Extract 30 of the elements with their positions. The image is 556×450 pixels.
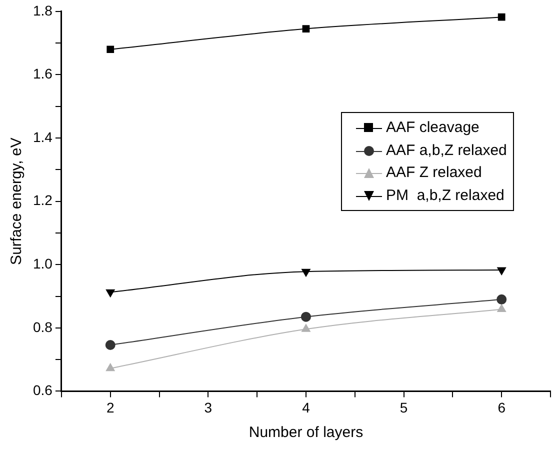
y-tick-label: 1.0 — [32, 255, 53, 272]
point — [302, 324, 310, 332]
legend-label: PM a,b,Z relaxed — [386, 186, 504, 206]
y-tick-label: 1.6 — [32, 66, 53, 82]
x-tick-label: 2 — [106, 399, 114, 416]
x-axis-title: Number of layers — [248, 424, 364, 442]
point — [105, 340, 116, 350]
y-tick-label: 0.6 — [32, 382, 53, 398]
y-tick-label: 1.2 — [32, 192, 53, 208]
point — [498, 13, 506, 21]
point — [497, 304, 506, 312]
point — [106, 289, 115, 298]
y-tick-label: 0.8 — [32, 318, 53, 335]
legend-label: AAF cleavage — [386, 118, 480, 138]
point — [300, 312, 311, 322]
x-tick-label: 5 — [400, 399, 408, 416]
point — [497, 267, 506, 275]
y-axis-title: Surface energy, eV — [8, 138, 26, 265]
x-tick-label: 3 — [204, 399, 212, 416]
point — [496, 294, 507, 304]
y-tick-label: 1.8 — [32, 2, 53, 18]
legend-label: AAF Z relaxed — [386, 163, 482, 183]
point — [302, 268, 310, 277]
point — [106, 363, 115, 372]
point — [302, 25, 310, 32]
point — [106, 46, 114, 54]
y-tick-label: 1.4 — [32, 128, 53, 145]
legend-label: AAF a,b,Z relaxed — [386, 140, 507, 160]
x-tick-label: 4 — [302, 399, 310, 416]
x-tick-label: 6 — [498, 399, 506, 416]
